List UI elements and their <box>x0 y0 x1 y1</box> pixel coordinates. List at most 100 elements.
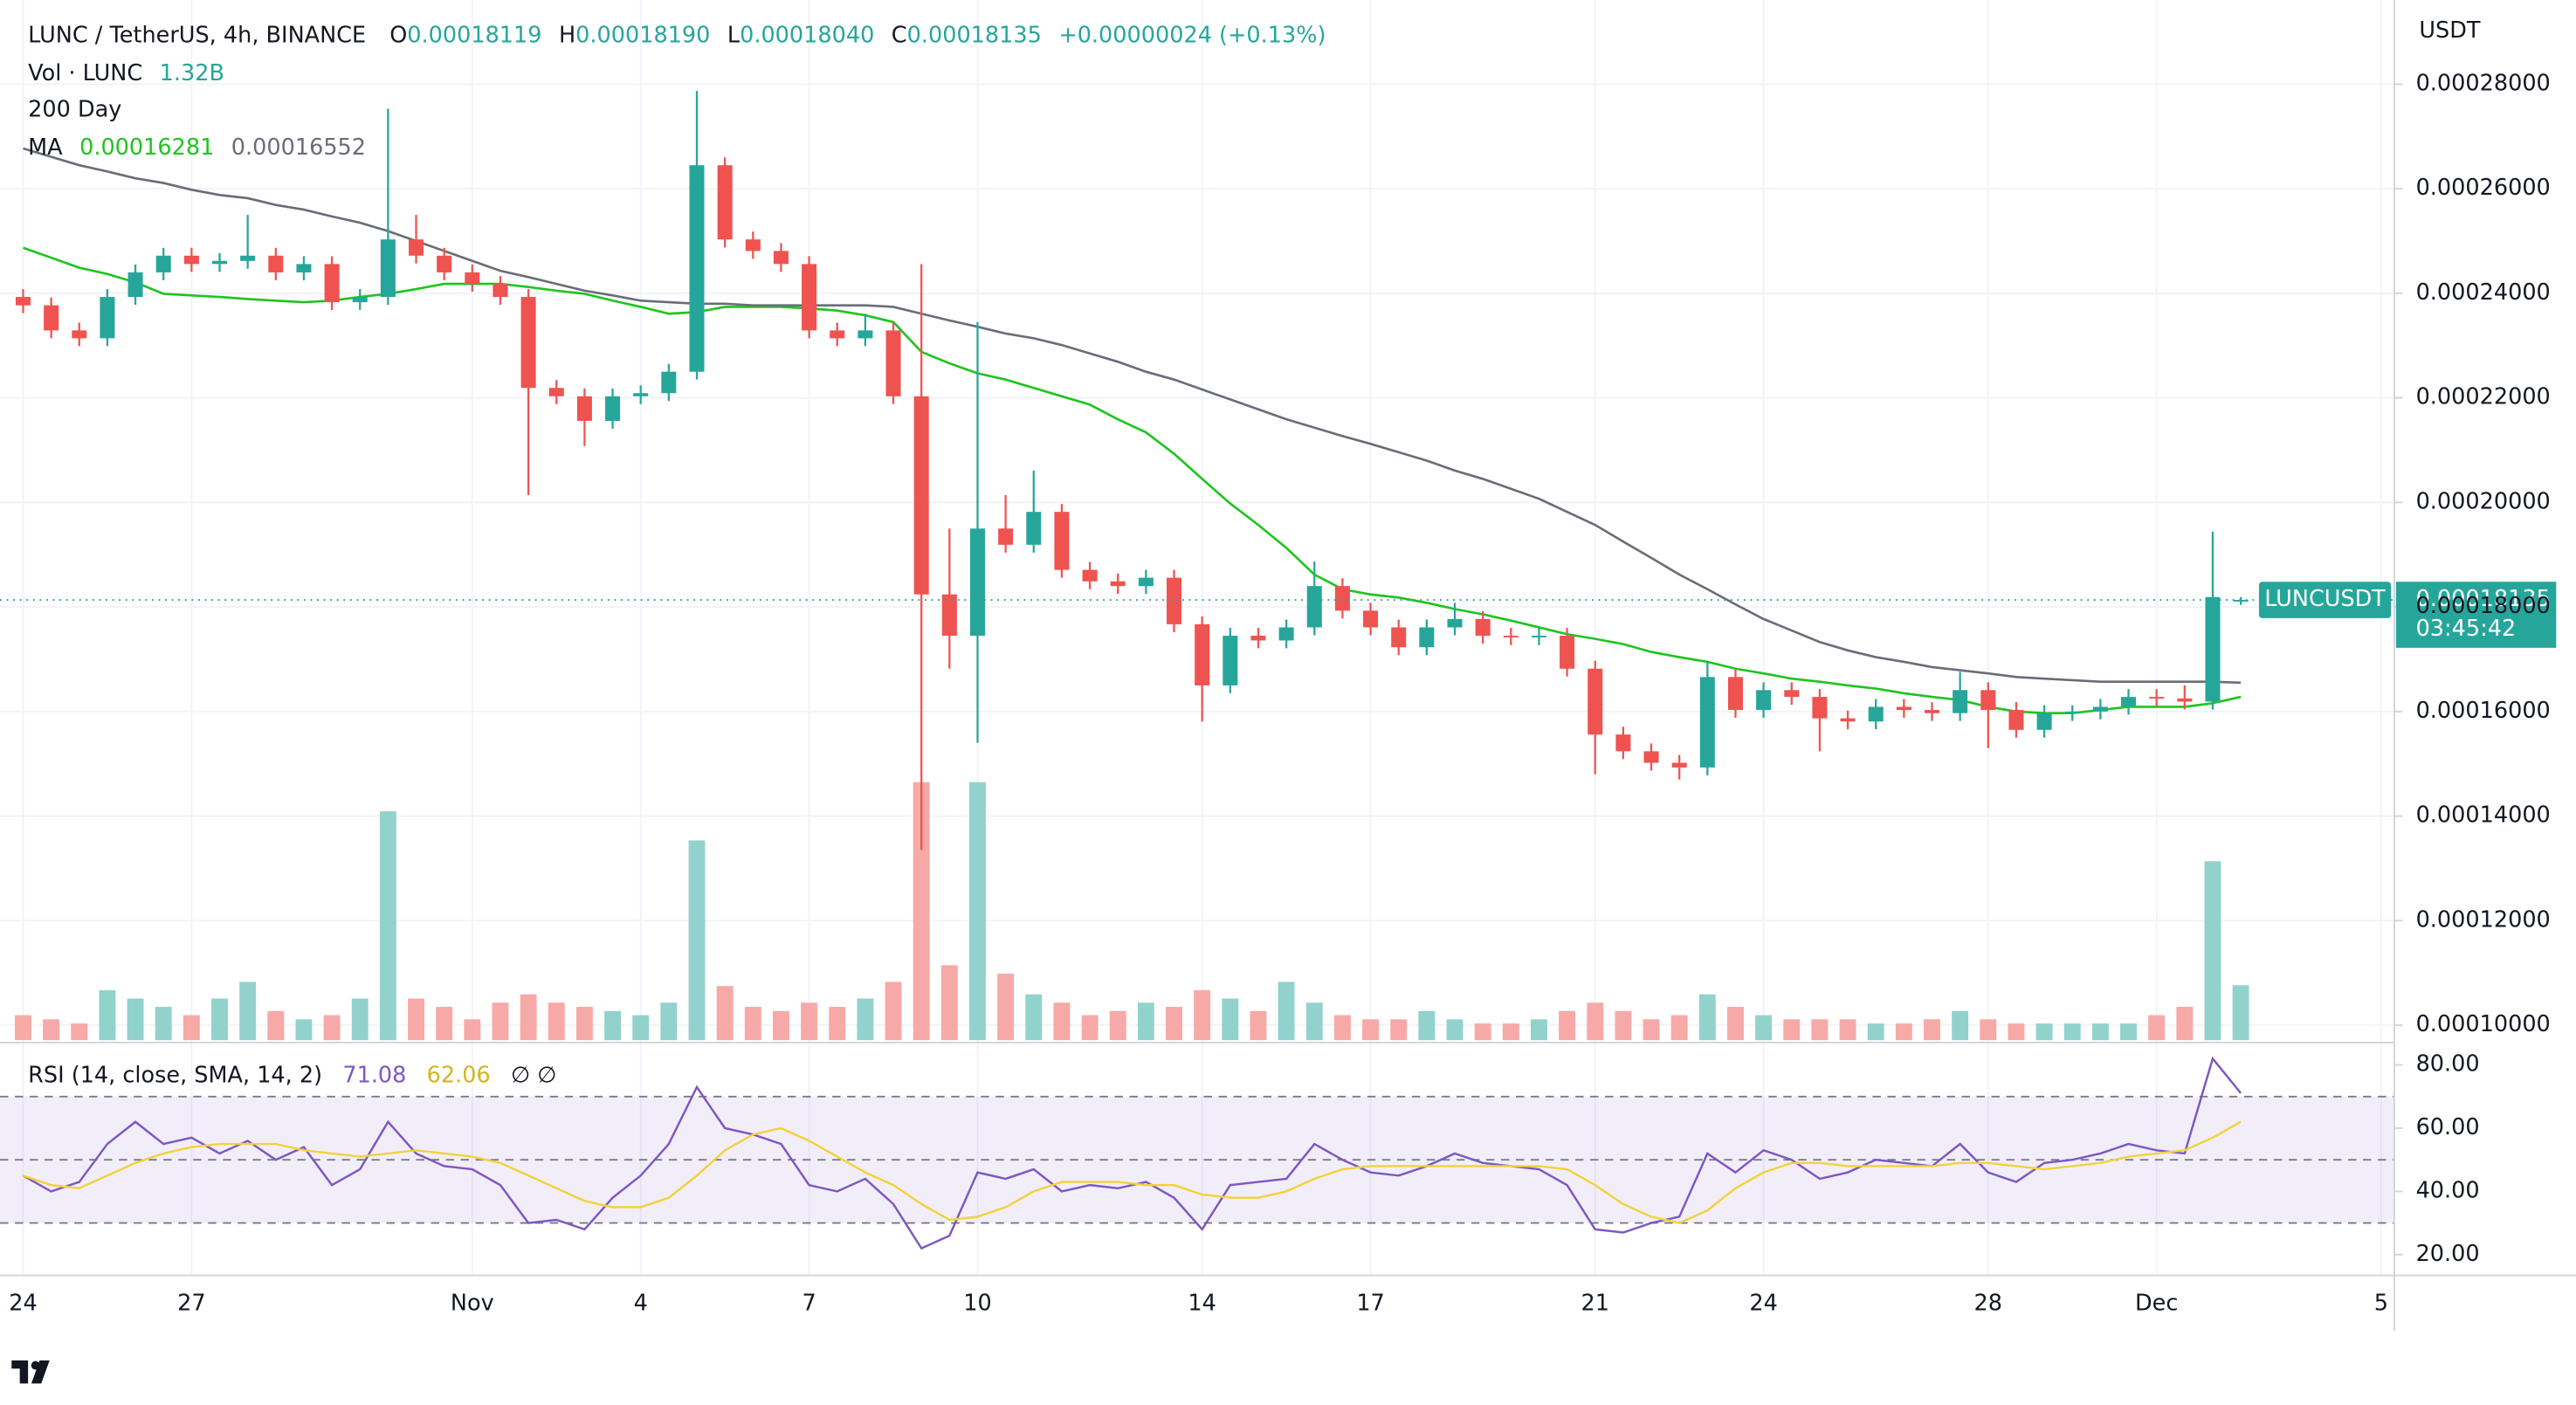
candle-body <box>1110 581 1126 587</box>
price-badge <box>2395 582 2557 648</box>
ohlc-value: 0.00018190 <box>575 23 710 49</box>
candle-body <box>2092 706 2108 712</box>
candle-body <box>2036 713 2052 730</box>
volume-bar <box>99 989 116 1041</box>
ohlc-value: 0.00018040 <box>740 23 874 49</box>
y-tick-label: 0.00018000 <box>2416 593 2551 619</box>
volume-bar <box>1895 1023 1912 1041</box>
candle-body <box>1475 618 1491 637</box>
volume-bar <box>857 998 874 1041</box>
volume-bar <box>1530 1019 1547 1041</box>
volume-bar <box>773 1010 789 1041</box>
candle-body <box>1840 718 1856 722</box>
candle-body <box>2121 697 2137 707</box>
rsi-tick-label: 80.00 <box>2416 1051 2480 1078</box>
volume-bar <box>1194 989 1211 1041</box>
countdown: 03:45:42 <box>2416 616 2517 642</box>
volume-bar <box>1053 1002 1071 1041</box>
candle-body <box>1615 734 1631 752</box>
volume-bar <box>464 1019 481 1041</box>
candle-body <box>296 264 312 272</box>
candle-body <box>2177 698 2193 702</box>
candle-body <box>183 255 199 265</box>
logo <box>11 1360 50 1384</box>
candle-body <box>913 396 929 595</box>
candle-body <box>1026 512 1042 545</box>
volume-bar <box>548 1002 565 1041</box>
volume-bar <box>1137 1002 1154 1041</box>
volume-bar <box>2035 1023 2053 1041</box>
volume-bar <box>575 1007 593 1041</box>
x-tick-label: 21 <box>1581 1291 1608 1317</box>
x-tick-label: 14 <box>1188 1291 1216 1317</box>
candle-body <box>1195 623 1210 685</box>
volume-bar <box>716 986 734 1041</box>
volume-bar <box>211 998 228 1041</box>
volume-bar <box>1811 1019 1829 1041</box>
candle-body <box>1727 677 1743 711</box>
volume-bar <box>267 1010 285 1041</box>
rsi-line <box>23 1120 2242 1224</box>
volume-bar <box>1980 1019 1997 1041</box>
rsi-tick-label: 20.00 <box>2416 1241 2480 1267</box>
candle-body <box>1503 636 1519 637</box>
ma-name[interactable]: MA <box>28 134 63 161</box>
volume-name[interactable]: Vol · LUNC <box>28 60 142 86</box>
volume-legend: Vol · LUNC 1.32B <box>28 60 224 86</box>
candle-body <box>2149 697 2165 699</box>
candle-body <box>1250 636 1266 641</box>
volume-bar <box>744 1007 761 1041</box>
volume-bar <box>1867 1023 1884 1041</box>
volume-bar <box>323 1015 341 1041</box>
x-tick-label: 5 <box>2374 1291 2388 1317</box>
candle-body <box>268 255 284 272</box>
y-tick-label: 0.00012000 <box>2416 906 2551 933</box>
volume-bar <box>1390 1019 1408 1041</box>
ohlc-value: 0.00018119 <box>407 23 541 49</box>
candle-body <box>1363 610 1379 628</box>
volume-bar <box>2008 1023 2025 1041</box>
volume-bar <box>1305 1002 1323 1041</box>
ma-value: 0.00016552 <box>231 134 366 161</box>
volume-bar <box>1166 1007 1182 1041</box>
x-tick-label: 17 <box>1356 1291 1384 1317</box>
x-tick-label: Dec <box>2135 1291 2178 1317</box>
rsi-background <box>0 1095 2394 1224</box>
y-tick-label: 0.00028000 <box>2416 70 2551 96</box>
candle-body <box>155 255 171 272</box>
volume-layer <box>15 782 2249 1041</box>
volume-bar <box>239 981 257 1041</box>
volume-bar <box>632 1015 650 1041</box>
volume-bar <box>2091 1023 2109 1041</box>
candle-body <box>969 528 985 637</box>
candle-body <box>802 264 817 331</box>
symbol[interactable]: LUNC / TetherUS, 4h, BINANCE <box>28 23 366 49</box>
candle-body <box>492 284 508 298</box>
volume-bar <box>913 782 930 1041</box>
volume-bar <box>15 1015 31 1041</box>
ma-legend: MA 0.00016281 0.00016552 <box>28 134 366 161</box>
volume-bar <box>351 998 368 1041</box>
x-tick-label: Nov <box>451 1291 494 1317</box>
candle-body <box>409 239 424 256</box>
x-tick-label: 4 <box>634 1291 648 1317</box>
volume-bar <box>295 1019 313 1041</box>
candle-body <box>1699 677 1715 768</box>
candle-body <box>1391 627 1407 648</box>
volume-bar <box>436 1007 453 1041</box>
candle-body <box>605 396 621 421</box>
volume-bar <box>1559 1010 1576 1041</box>
candle-body <box>745 239 761 251</box>
rsi-title[interactable]: RSI (14, close, SMA, 14, 2) <box>28 1063 322 1089</box>
change: +0.00000024 (+0.13%) <box>1058 23 1326 49</box>
candle-body <box>437 255 452 272</box>
candle-body <box>1167 577 1182 624</box>
rsi-layer <box>22 1056 2242 1250</box>
overlay: LUNCUSDT 0.00018135 03:45:42 <box>0 83 2557 1256</box>
volume-bar <box>2148 1015 2166 1041</box>
volume-bar <box>1698 994 1716 1041</box>
branding[interactable] <box>11 1360 50 1384</box>
candle-body <box>352 297 368 303</box>
grid <box>0 0 2394 1275</box>
